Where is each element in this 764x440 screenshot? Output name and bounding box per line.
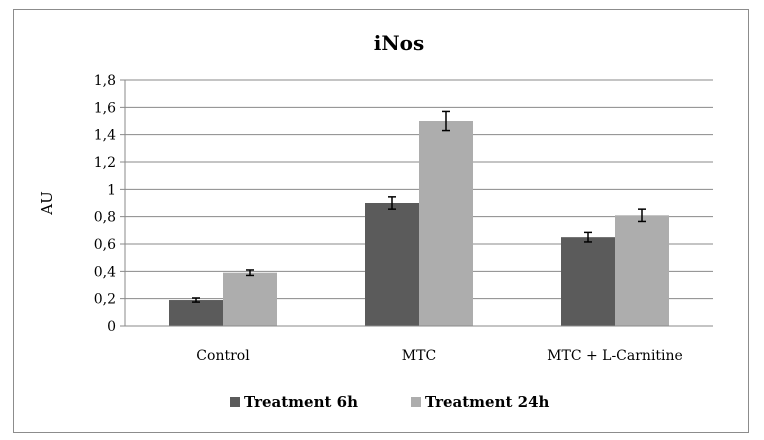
y-tick-label: 0,2 (94, 292, 116, 308)
x-tick-labels: Control MTC MTC + L-Carnitine (196, 348, 683, 364)
y-tick-label: 0,8 (94, 210, 116, 226)
y-tick-label: 0,4 (94, 264, 116, 280)
y-axis-label: AU (38, 191, 56, 215)
y-tick-labels: 0 0,2 0,4 0,6 0,8 1 1,2 1,4 1,6 1,8 (94, 73, 116, 335)
bar-treatment-24h (615, 215, 669, 326)
bar-treatment-24h (223, 272, 277, 326)
y-tick-label: 1,2 (94, 155, 116, 171)
bar-treatment-6h (365, 203, 419, 326)
bar-treatment-6h (169, 300, 223, 326)
x-tick-label: Control (196, 348, 250, 364)
legend-label: Treatment 24h (425, 393, 550, 411)
y-tick-label: 1,4 (94, 128, 116, 144)
chart-title: iNos (374, 31, 424, 55)
y-tick-label: 1,8 (94, 73, 116, 89)
y-tick-label: 0 (107, 319, 116, 335)
legend-swatch (230, 397, 240, 407)
bar-treatment-24h (419, 121, 473, 326)
y-tick-label: 0,6 (94, 237, 116, 253)
y-tick-label: 1 (107, 182, 116, 198)
bars (120, 110, 713, 327)
legend: Treatment 6h Treatment 24h (230, 393, 550, 411)
x-tick-label: MTC + L-Carnitine (547, 348, 683, 364)
legend-swatch (411, 397, 421, 407)
x-tick-label: MTC (402, 348, 436, 364)
y-tick-label: 1,6 (94, 100, 116, 116)
legend-label: Treatment 6h (244, 393, 358, 411)
bar-treatment-6h (561, 237, 615, 326)
